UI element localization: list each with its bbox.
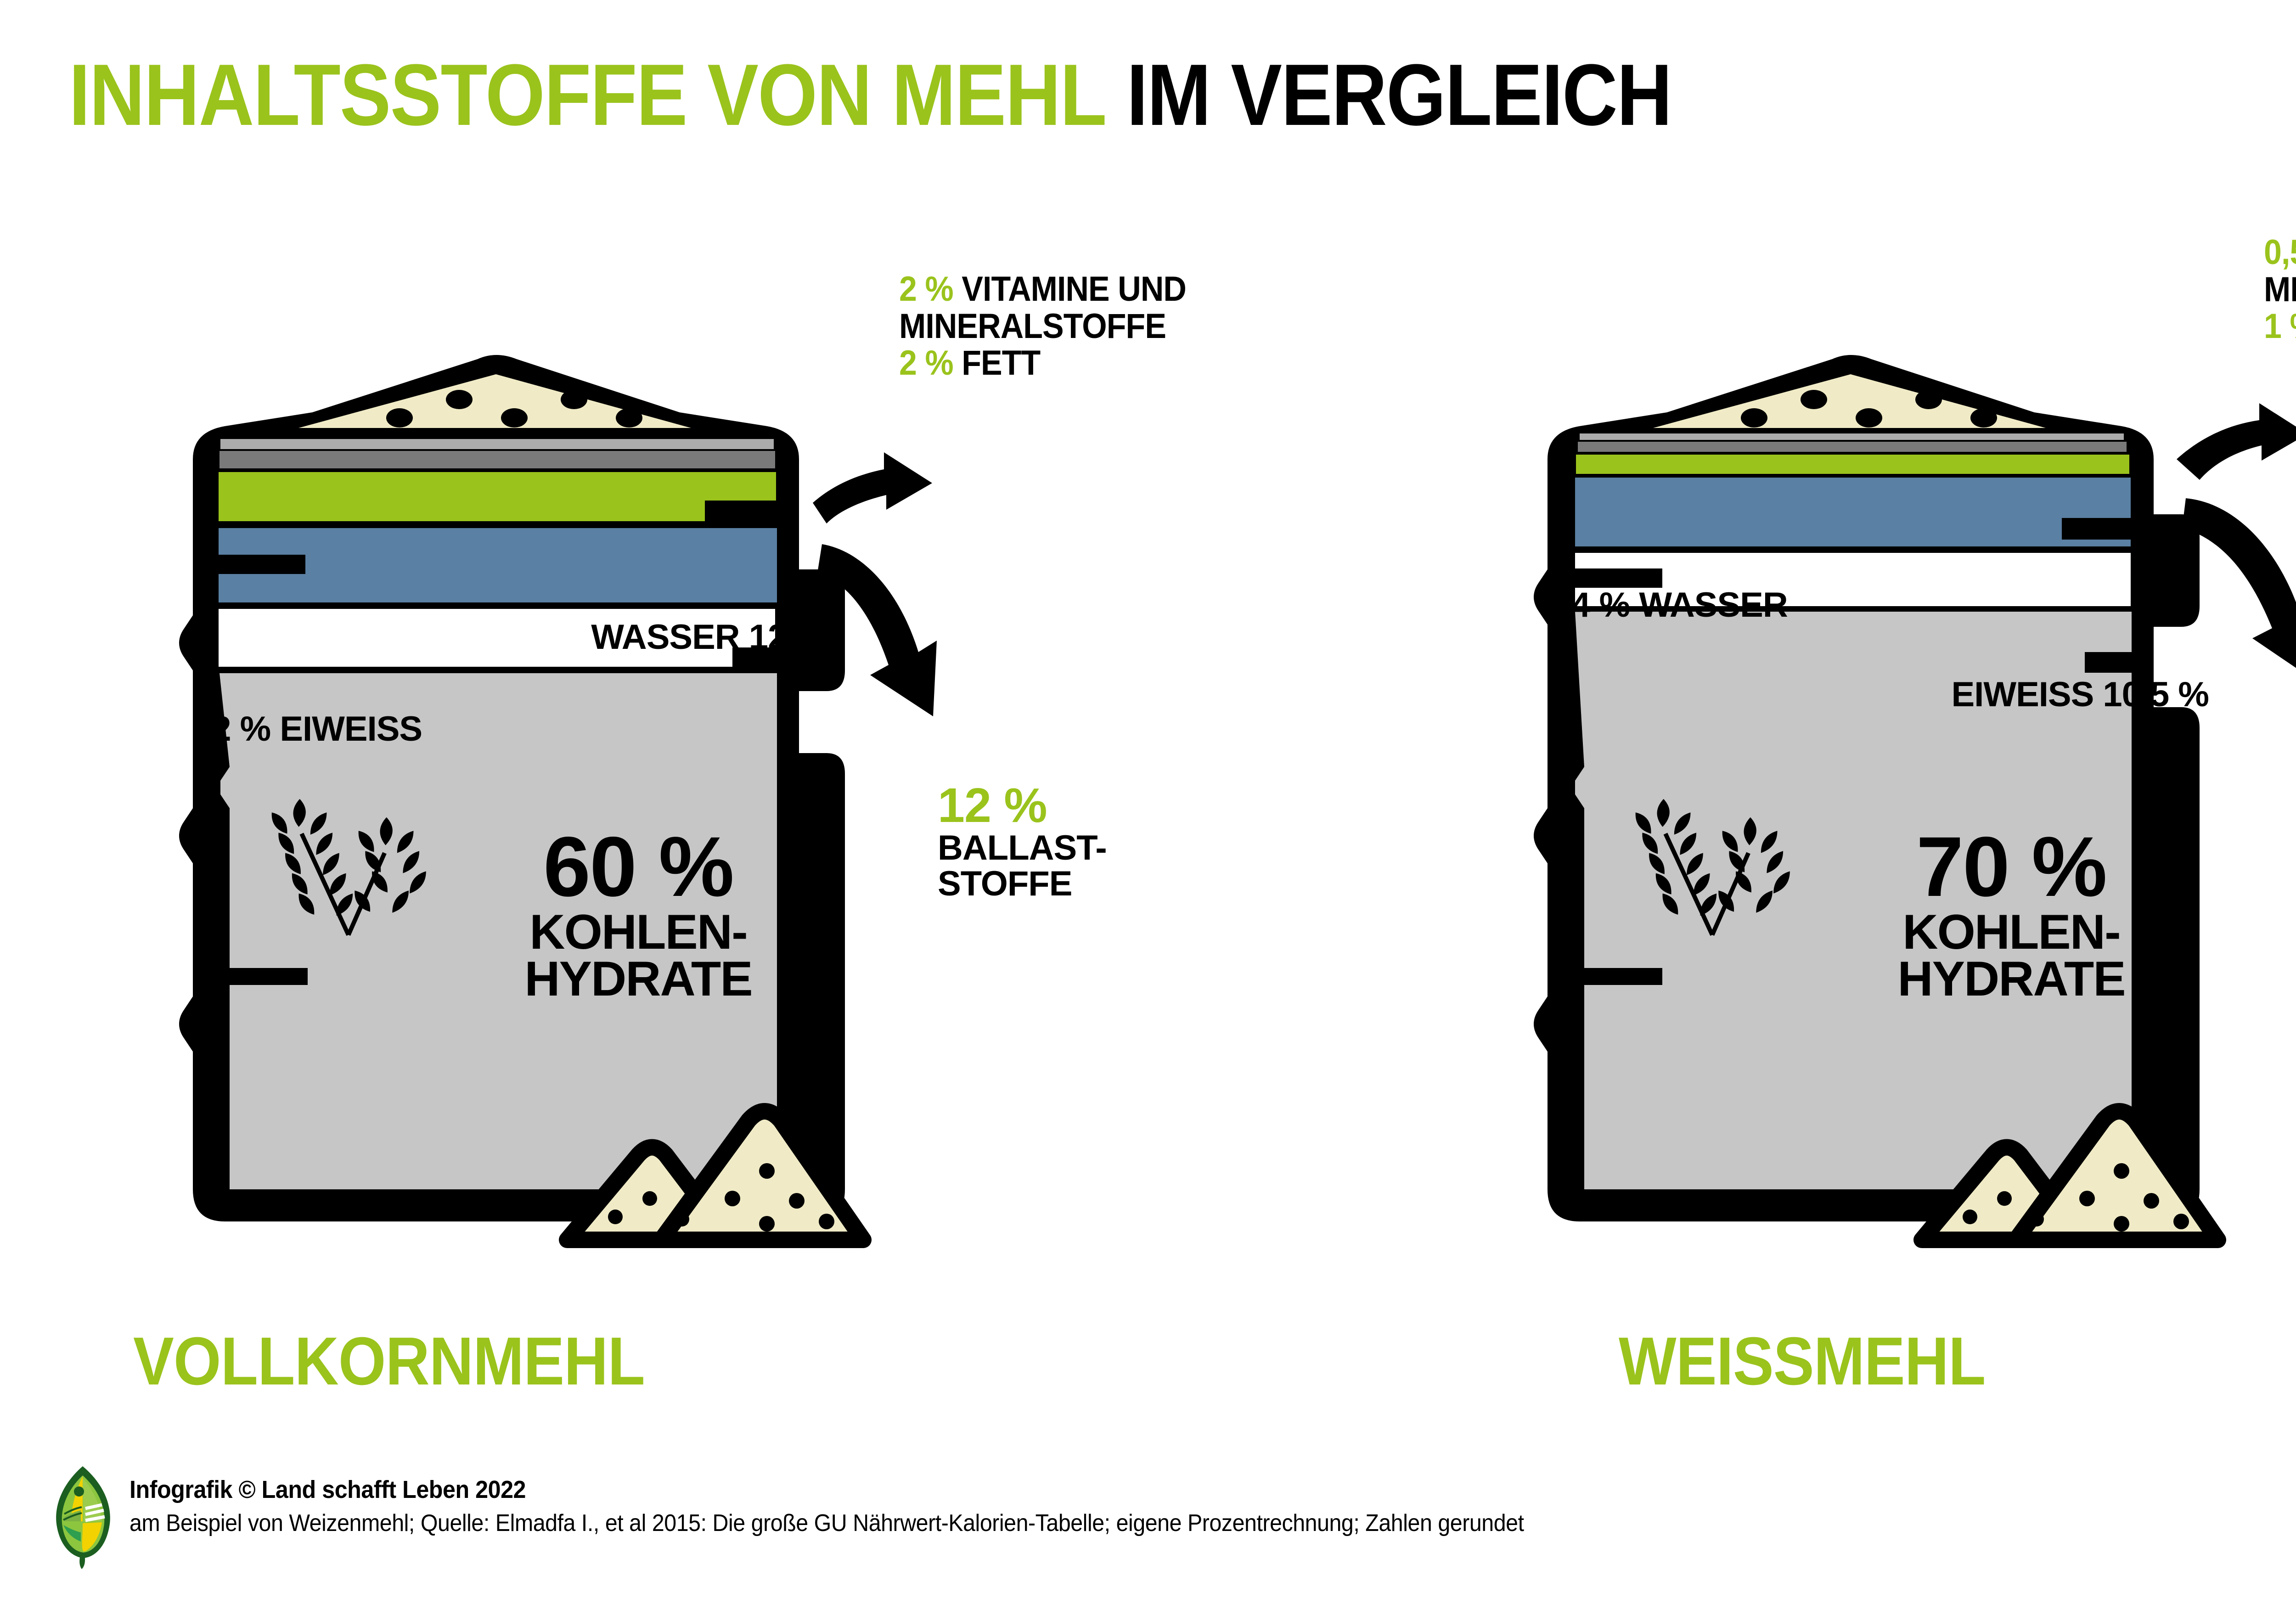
layer-carbs-left: [219, 673, 777, 1189]
layer-vitamins-left: [220, 439, 774, 449]
bag-caption-weissmehl: WEISSMEHL: [1619, 1323, 1986, 1399]
flour-bag-vollkornmehl: WASSER 12 % 12 % EIWEISS 60 % KOHLEN- HY…: [174, 349, 882, 1249]
page-title-black: IM VERGLEICH: [1126, 46, 1672, 144]
fiber-word2-left: STOFFE: [938, 864, 1072, 903]
spilled-flour-left: [559, 1103, 872, 1248]
callout-vitamins-line2-left: MINERALSTOFFE: [899, 306, 1166, 346]
fiber-word1-left: BALLAST-: [938, 828, 1107, 868]
flour-bag-weissmehl: 14 % WASSER EIWEISS 10,5 % 70 % KOHLEN- …: [1529, 349, 2236, 1249]
page-title: INHALTSSTOFFE VON MEHL IM VERGLEICH: [69, 51, 1672, 139]
layer-fat-left: [219, 451, 775, 468]
wheat-icon-left: [271, 799, 426, 936]
leaf-logo-icon: [56, 1466, 110, 1569]
carb-block-vollkornmehl: 60 % KOHLEN- HYDRATE: [432, 820, 845, 1007]
bag-illustration-left: [179, 355, 872, 1248]
footer: Infografik © Land schafft Leben 2022 am …: [51, 1463, 1629, 1570]
layer-fiber-right: [1576, 455, 2129, 474]
fat-text-left: FETT: [962, 343, 1041, 383]
water-label-vollkornmehl: WASSER 12 %: [591, 618, 827, 657]
carb-word2-weissmehl: HYDRATE: [1897, 951, 2126, 1007]
callout-vitamins-line1-right: 0,5 % VITAMINE UND: [2264, 234, 2296, 271]
callout-vitamins-fat-vollkornmehl: 2 % VITAMINE UND MINERALSTOFFE 2 % FETT: [899, 270, 1406, 383]
carb-percent-weissmehl: 70 %: [1916, 820, 2107, 914]
layer-carbs-right: [1575, 612, 2132, 1189]
footer-credit: Infografik © Land schafft Leben 2022: [129, 1476, 526, 1503]
layer-vitamins-right: [1580, 433, 2124, 440]
vitamins-text1-left: VITAMINE UND: [962, 270, 1187, 309]
layer-protein-right: [1575, 553, 2131, 606]
carb-percent-vollkornmehl: 60 %: [543, 820, 734, 914]
layer-water-left: [219, 528, 777, 602]
layer-protein-left: [219, 609, 775, 667]
callout-fat-right: 1 % FETT: [2264, 308, 2296, 345]
flour-dots-right: [1741, 390, 1997, 428]
callout-fiber-vollkornmehl: 12 % BALLAST- STOFFE: [938, 781, 1107, 901]
protein-label-weissmehl: EIWEISS 10,5 %: [1951, 675, 2209, 714]
footer-text-block: Infografik © Land schafft Leben 2022 am …: [129, 1475, 1524, 1537]
bag-illustration-right: [1534, 355, 2226, 1248]
carb-word1-weissmehl: KOHLEN-: [1902, 904, 2121, 959]
callout-vitamins-line1-left: 2 % VITAMINE UND: [899, 270, 1406, 309]
bag-caption-vollkornmehl: VOLLKORNMEHL: [133, 1323, 645, 1399]
layer-water-right: [1575, 478, 2131, 546]
callout-fat-left: 2 % FETT: [899, 343, 1406, 383]
page-title-green: INHALTSSTOFFE VON MEHL: [69, 46, 1107, 144]
protein-label-vollkornmehl: 12 % EIWEISS: [193, 709, 422, 748]
fat-percent-left: 2 %: [899, 343, 954, 383]
callout-vitamins-fat-weissmehl: 0,5 % VITAMINE UND MINERALSTOFFE 1 % FET…: [2264, 234, 2296, 345]
fiber-percent-left: 12 %: [938, 778, 1047, 833]
layer-fat-right: [1578, 442, 2127, 452]
wheat-icon-right: [1635, 799, 1790, 936]
fat-percent-right: 1 %: [2264, 307, 2296, 346]
carb-block-weissmehl: 70 % KOHLEN- HYDRATE: [1805, 820, 2218, 1007]
callout-vitamins-line2-right: MINERALSTOFFE: [2264, 270, 2296, 309]
carb-word2-vollkornmehl: HYDRATE: [524, 951, 753, 1007]
flour-dots-left: [386, 390, 642, 428]
water-label-weissmehl: 14 % WASSER: [1552, 585, 1788, 625]
vitamins-percent-right: 0,5 %: [2264, 233, 2296, 272]
spilled-flour-right: [1913, 1103, 2226, 1248]
vitamins-percent-left: 2 %: [899, 270, 954, 309]
layer-fiber-left: [219, 472, 776, 521]
carb-word1-vollkornmehl: KOHLEN-: [529, 904, 748, 959]
footer-source: am Beispiel von Weizenmehl; Quelle: Elma…: [129, 1510, 1524, 1536]
